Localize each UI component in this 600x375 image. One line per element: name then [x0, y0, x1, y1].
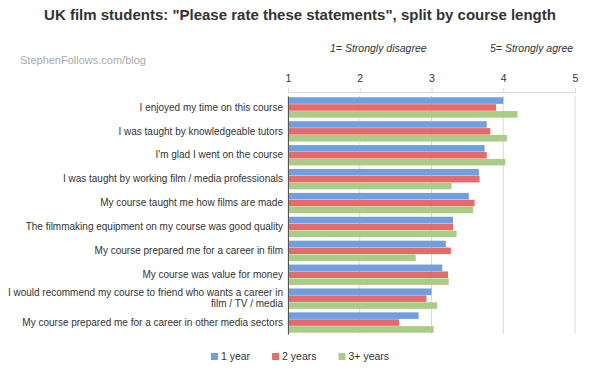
bar	[288, 97, 503, 104]
bar	[288, 111, 518, 118]
x-tick-mark	[432, 88, 433, 92]
legend-swatch	[272, 353, 279, 360]
bar	[288, 207, 473, 214]
category-label: I was taught by knowledgeable tutors	[118, 126, 283, 137]
grid-line	[575, 96, 576, 334]
category-label: My course was value for money	[142, 269, 283, 280]
x-tick: 4	[501, 72, 507, 92]
chart: UK film students: "Please rate these sta…	[0, 0, 600, 375]
bar	[288, 121, 487, 128]
legend: 1 year 2 years 3+ years	[211, 350, 389, 362]
y-tick: I'm glad I went on the course	[155, 149, 283, 160]
legend-item: 1 year	[211, 350, 251, 362]
y-axis: I enjoyed my time on this course I was ta…	[8, 97, 289, 335]
x-tick-label: 1	[286, 72, 292, 84]
x-tick-mark	[575, 88, 576, 92]
bar	[288, 248, 451, 255]
bar	[288, 169, 479, 176]
y-tick: I was taught by knowledgeable tutors	[118, 126, 283, 137]
bar	[288, 271, 448, 278]
bar	[288, 135, 507, 142]
bar	[288, 265, 442, 272]
x-tick: 5	[573, 72, 579, 92]
bar	[288, 104, 496, 111]
bar	[288, 159, 505, 166]
bar	[288, 152, 487, 159]
x-tick-mark	[288, 88, 289, 92]
legend-label: 3+ years	[349, 350, 390, 362]
watermark: StephenFollows.com/blog	[20, 54, 146, 66]
category-label: The filmmaking equipment on my course wa…	[26, 221, 283, 232]
bar	[288, 217, 453, 224]
y-tick: The filmmaking equipment on my course wa…	[26, 221, 283, 232]
y-tick: I would recommend my course to friend wh…	[8, 287, 284, 309]
bar	[288, 278, 449, 285]
x-axis: 1 2 3 4 5	[286, 72, 579, 93]
x-tick-label: 5	[573, 72, 579, 84]
bar	[288, 193, 469, 200]
legend-item: 2 years	[272, 350, 316, 362]
legend-swatch	[339, 353, 346, 360]
x-tick-mark	[360, 88, 361, 92]
bar	[288, 326, 434, 333]
bar	[288, 176, 480, 183]
category-label: My course taught me how films are made	[100, 197, 283, 208]
y-tick: My course prepared me for a career in ot…	[22, 317, 283, 328]
category-label: My course prepared me for a career in ot…	[22, 317, 283, 328]
bar	[288, 128, 490, 135]
bar	[288, 288, 432, 295]
legend-item: 3+ years	[339, 350, 390, 362]
axis-annotation: 1= Strongly disagree	[330, 42, 427, 54]
title: UK film students: "Please rate these sta…	[44, 6, 556, 23]
x-tick: 3	[429, 72, 435, 92]
category-label: My course prepared me for a career in fi…	[95, 245, 283, 256]
x-tick: 2	[357, 72, 363, 92]
category-label: I enjoyed my time on this course	[140, 102, 284, 113]
x-tick-label: 2	[357, 72, 363, 84]
x-tick-mark	[503, 88, 504, 92]
bar	[288, 231, 457, 238]
y-tick: I was taught by working film / media pro…	[63, 173, 283, 184]
y-tick: My course was value for money	[142, 269, 283, 280]
y-tick: My course taught me how films are made	[100, 197, 283, 208]
bar	[288, 183, 452, 190]
bar	[288, 295, 426, 302]
bar	[288, 254, 416, 261]
category-label: I'm glad I went on the course	[155, 149, 283, 160]
category-label: I would recommend my course to friend wh…	[8, 287, 284, 309]
y-axis-line	[288, 97, 289, 335]
bar	[288, 319, 399, 326]
grid-line	[503, 96, 504, 334]
bar	[288, 302, 437, 309]
grid-line	[288, 96, 289, 334]
x-tick-label: 4	[501, 72, 507, 84]
axis-annotation: 5= Strongly agree	[490, 42, 573, 54]
legend-label: 1 year	[221, 350, 251, 362]
grid	[288, 96, 575, 334]
legend-label: 2 years	[282, 350, 316, 362]
x-tick: 1	[286, 72, 292, 92]
bar	[288, 241, 446, 248]
bars	[288, 97, 518, 332]
y-tick: My course prepared me for a career in fi…	[95, 245, 283, 256]
bar	[288, 312, 419, 319]
category-label: I was taught by working film / media pro…	[63, 173, 283, 184]
bar	[288, 224, 453, 231]
bar	[288, 200, 475, 207]
legend-swatch	[211, 353, 218, 360]
bar	[288, 145, 485, 152]
x-tick-label: 3	[429, 72, 435, 84]
x-axis-line	[289, 88, 576, 93]
y-tick: I enjoyed my time on this course	[140, 102, 284, 113]
